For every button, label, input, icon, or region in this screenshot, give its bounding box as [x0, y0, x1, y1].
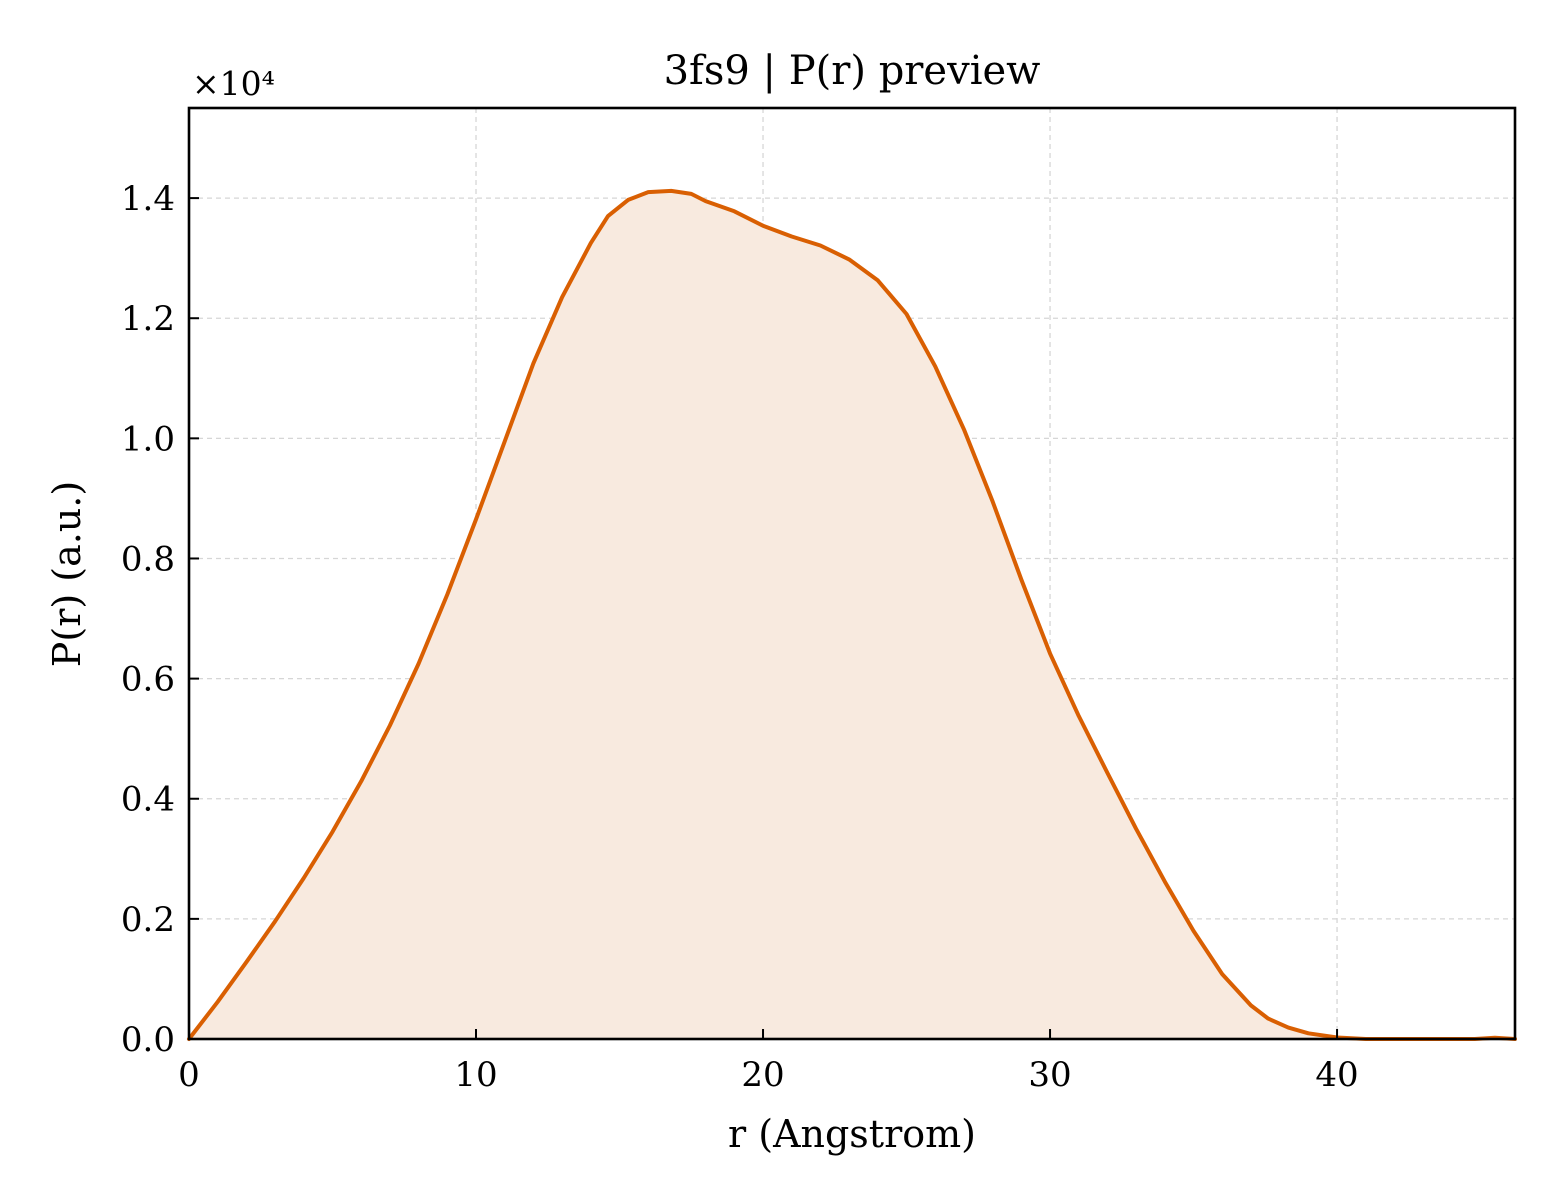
chart-title: 3fs9 | P(r) preview [664, 48, 1041, 94]
y-tick-label: 0.0 [121, 1020, 175, 1060]
axis-tick-labels: 0 10 20 30 40 0.0 0.2 0.4 0.6 0.8 1.0 1.2 1.4 [121, 179, 1359, 1095]
x-tick-label: 0 [178, 1055, 200, 1095]
x-tick-label: 10 [454, 1055, 497, 1095]
y-tick-label: 0.8 [121, 539, 175, 579]
y-tick-label: 0.2 [121, 900, 175, 940]
x-tick-label: 40 [1315, 1055, 1358, 1095]
y-tick-label: 0.6 [121, 660, 175, 700]
data-line [187, 188, 1517, 1041]
plot-frame [187, 106, 1517, 1041]
y-axis-label: P(r) (a.u.) [45, 481, 89, 667]
x-tick-label: 20 [741, 1055, 784, 1095]
x-axis-label: r (Angstrom) [728, 1112, 976, 1156]
y-tick-label: 1.2 [121, 299, 175, 339]
y-tick-label: 0.4 [121, 780, 175, 820]
y-tick-label: 1.4 [121, 179, 175, 219]
axis-ticks [188, 197, 1339, 1040]
y-tick-label: 1.0 [121, 419, 175, 459]
x-tick-label: 30 [1028, 1055, 1071, 1095]
y-axis-multiplier: ×10⁴ [192, 64, 275, 103]
